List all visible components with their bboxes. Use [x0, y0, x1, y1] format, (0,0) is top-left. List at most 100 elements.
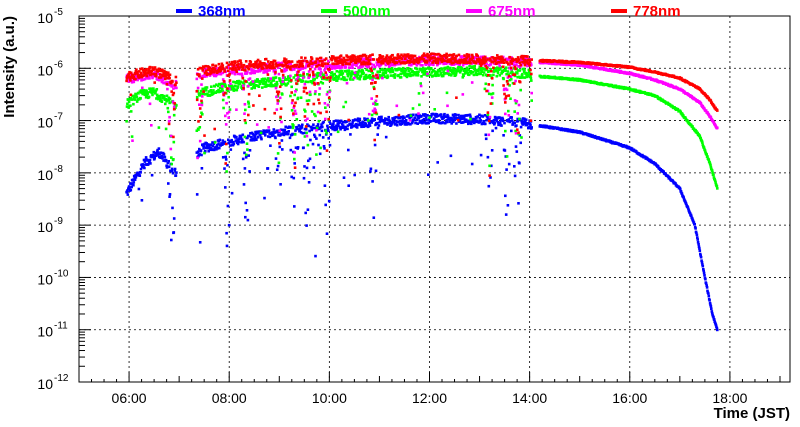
data-point: [246, 70, 249, 74]
data-point: [416, 74, 420, 77]
data-point: [210, 85, 213, 88]
data-point: [429, 63, 433, 66]
data-point: [696, 238, 699, 241]
data-point: [445, 120, 449, 124]
data-point: [457, 65, 460, 69]
data-point: [305, 166, 309, 170]
data-point: [491, 60, 495, 64]
data-point: [436, 60, 440, 63]
data-point: [307, 159, 310, 163]
data-point: [136, 78, 139, 82]
data-point: [701, 104, 705, 108]
data-point: [500, 55, 503, 58]
data-point: [462, 61, 465, 64]
data-point: [168, 193, 172, 196]
data-point: [287, 132, 290, 136]
data-point: [271, 131, 274, 134]
data-point: [519, 125, 523, 129]
data-point: [526, 64, 529, 68]
data-point: [320, 123, 323, 126]
data-point: [502, 84, 505, 87]
data-point: [260, 137, 263, 141]
data-point: [709, 303, 712, 307]
data-point: [510, 71, 514, 74]
data-point: [225, 244, 229, 248]
data-point: [318, 93, 321, 96]
data-point: [430, 115, 433, 118]
data-point: [227, 110, 231, 114]
data-point: [457, 53, 461, 57]
data-point: [208, 66, 212, 69]
data-point: [399, 76, 403, 79]
data-point: [715, 326, 719, 330]
data-point: [410, 115, 413, 119]
data-point: [361, 65, 365, 68]
data-point: [512, 61, 515, 64]
data-point: [390, 122, 394, 125]
data-point: [197, 92, 201, 95]
data-point: [421, 54, 425, 57]
data-point: [410, 54, 414, 58]
data-point: [447, 115, 450, 118]
data-point: [503, 121, 506, 125]
data-point: [364, 73, 368, 77]
data-point: [222, 91, 225, 95]
data-point: [530, 58, 533, 61]
data-point: [513, 65, 517, 69]
data-point: [228, 108, 232, 111]
data-point: [297, 124, 301, 127]
data-point: [235, 81, 238, 84]
data-point: [328, 97, 331, 101]
data-point: [326, 126, 330, 130]
data-point: [312, 73, 315, 77]
data-point: [523, 76, 527, 79]
data-point: [293, 151, 296, 154]
data-point: [319, 56, 323, 60]
data-point: [450, 62, 453, 65]
data-point: [461, 64, 465, 67]
data-point: [708, 299, 711, 302]
data-point: [324, 117, 327, 121]
data-point: [175, 81, 178, 84]
data-point: [490, 164, 493, 168]
data-point: [129, 188, 133, 192]
data-point: [325, 131, 328, 135]
data-point: [148, 102, 152, 106]
data-point: [168, 76, 171, 80]
data-point: [518, 65, 522, 68]
data-point: [274, 71, 277, 74]
data-point: [286, 78, 289, 81]
data-point: [268, 69, 271, 72]
data-point: [280, 83, 283, 87]
data-point: [227, 138, 230, 142]
data-point: [489, 68, 493, 71]
data-point: [520, 136, 523, 139]
data-point: [223, 140, 227, 144]
data-point: [320, 129, 324, 133]
data-point: [137, 187, 141, 191]
data-point: [519, 76, 523, 79]
data-point: [265, 71, 269, 74]
data-point: [519, 88, 522, 92]
data-point: [356, 59, 359, 63]
data-point: [411, 120, 414, 123]
data-point: [326, 78, 329, 81]
data-point: [343, 78, 347, 82]
data-point: [439, 113, 443, 116]
data-point: [262, 79, 266, 83]
data-point: [498, 74, 502, 77]
data-point: [244, 156, 248, 159]
data-point: [318, 133, 322, 137]
data-point: [324, 129, 327, 132]
data-point: [293, 68, 296, 71]
data-point: [284, 60, 287, 64]
data-point: [439, 71, 443, 75]
data-point: [170, 170, 173, 173]
data-point: [169, 147, 173, 151]
data-point: [375, 103, 379, 106]
data-point: [279, 183, 282, 186]
data-point: [509, 58, 512, 61]
data-point: [170, 81, 173, 85]
data-point: [662, 170, 665, 174]
data-point: [400, 57, 404, 61]
